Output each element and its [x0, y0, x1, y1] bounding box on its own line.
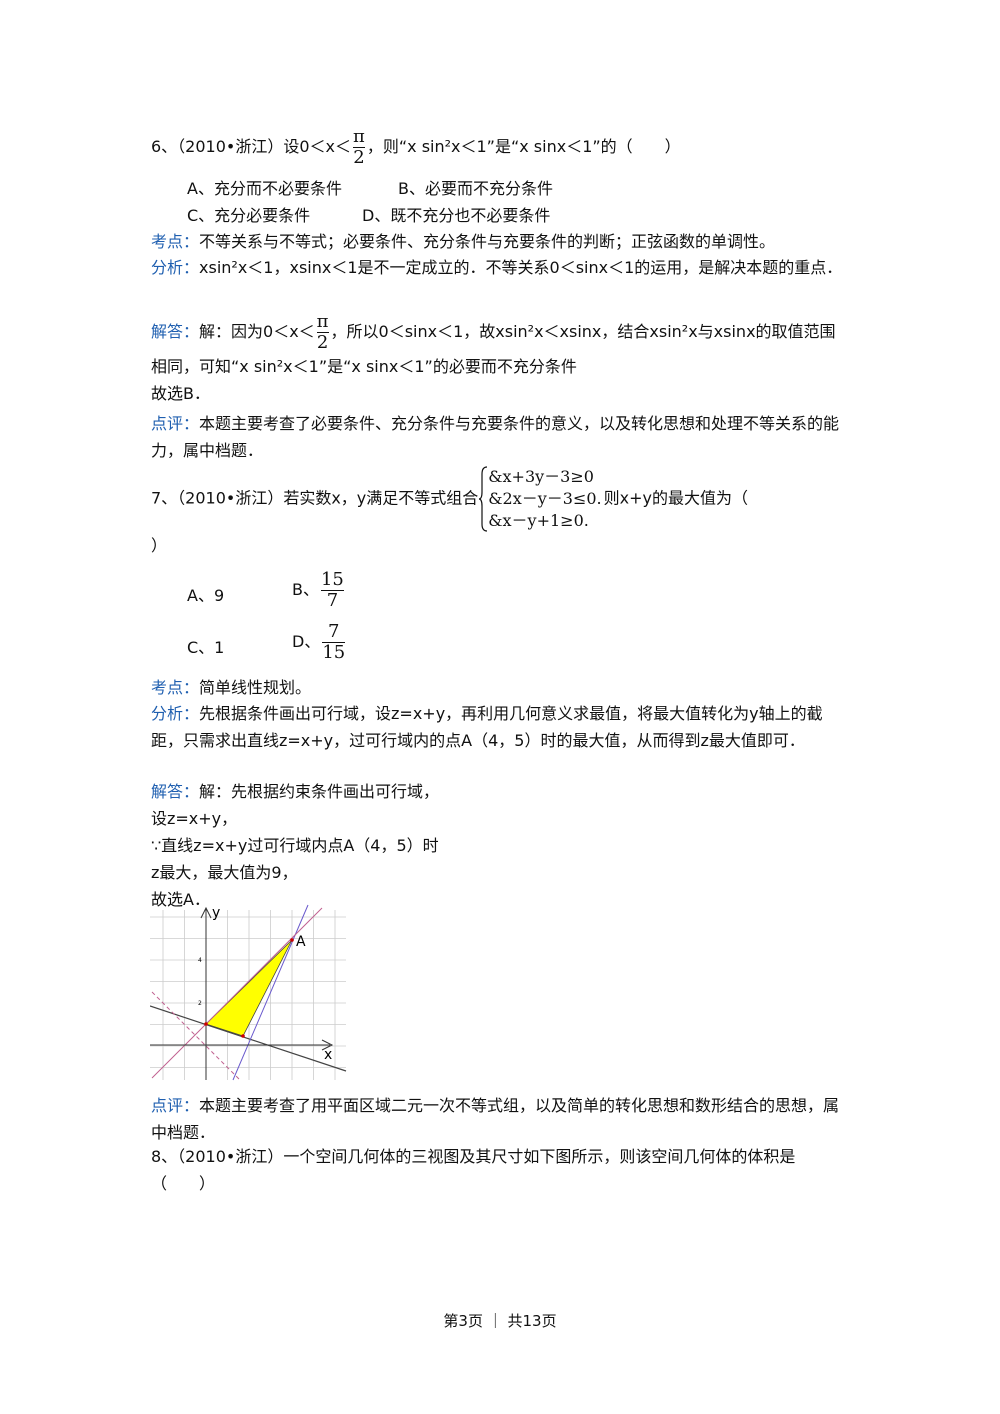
text: 本题主要考查了必要条件、充分条件与充要条件的意义，以及转化思想和处理不等关系的能… — [151, 414, 840, 460]
option: D、既不充分也不必要条件 — [362, 206, 551, 225]
q8-stem: 8、（2010•浙江）一个空间几何体的三视图及其尺寸如下图所示，则该空间几何体的… — [151, 1147, 796, 1193]
arrow — [321, 1039, 334, 1051]
text: 故选B． — [151, 384, 210, 403]
label: 解答： — [151, 322, 200, 341]
kaodian: 考点：简单线性规划。 — [151, 674, 849, 701]
figure: y x A 2 4 — [150, 904, 347, 1081]
text: 本题主要考查了用平面区域二元一次不等式组，以及简单的转化思想和数形结合的思想，属… — [151, 1096, 840, 1142]
text: 设z=x+y， — [151, 809, 238, 828]
point — [204, 1022, 208, 1026]
label: 分析： — [151, 258, 200, 277]
kaodian: 考点：不等关系与不等式；必要条件、充分条件与充要条件的判断；正弦函数的单调性。 — [151, 228, 849, 255]
jieda: 解答：解：因为0＜x＜ π 2 ，所以0＜sinx＜1，故xsin²x＜xsinx，结… — [151, 312, 849, 407]
denominator: 15 — [322, 642, 346, 663]
jieda: 解答：解：先根据约束条件画出可行域， 设z=x+y， ∵直线z=x+y过可行域内点A… — [151, 778, 849, 913]
inequality: &x－y+1≥0. — [488, 511, 589, 530]
label: D、 — [292, 632, 321, 651]
dianping: 点评：本题主要考查了必要条件、充分条件与充要条件的意义，以及转化思想和处理不等关… — [151, 410, 849, 464]
text: 先根据条件画出可行域，设z=x+y，再利用几何意义求最值，将最大值转化为y轴上的… — [151, 704, 823, 750]
footer: 第3页 ｜ 共13页 — [443, 1312, 557, 1330]
label: 分析： — [151, 704, 200, 723]
tick-label: 4 — [198, 957, 202, 964]
line — [151, 907, 323, 1079]
numerator: 7 — [328, 621, 340, 642]
text: 不等关系与不等式；必要条件、充分条件与充要条件的判断；正弦函数的单调性。 — [199, 232, 776, 251]
fraction: 15 7 — [320, 569, 344, 611]
label: 考点： — [151, 678, 200, 697]
line — [150, 1005, 347, 1072]
dianping: 点评：本题主要考查了用平面区域二元一次不等式组，以及简单的转化思想和数形结合的思… — [151, 1092, 849, 1146]
feasible-region — [205, 939, 293, 1037]
q7-stem: 7、（2010•浙江）若实数x，y满足不等式组合 &x+3y－3≥0 &2x－y－3… — [151, 466, 849, 559]
point — [290, 938, 294, 942]
fraction: 7 15 — [322, 621, 346, 663]
numerator: π — [353, 126, 365, 147]
point-label: A — [296, 934, 306, 950]
text: ∵直线z=x+y过可行域内点A（4，5）时 — [151, 836, 439, 855]
text: 6、（2010•浙江）设0＜x＜ — [151, 137, 351, 156]
text: ，则“x sin²x＜1”是“x sinx＜1”的（ ） — [366, 137, 681, 156]
inequality: &2x－y－3≤0. — [488, 489, 602, 508]
text: 7、（2010•浙江）若实数x，y满足不等式组合 — [151, 488, 479, 508]
option: A、充分而不必要条件 — [187, 179, 342, 198]
label: 点评： — [151, 414, 200, 433]
text: ，所以0＜sinx＜1，故xsin²x＜xsinx，结合xsin²x与xsinx… — [151, 322, 836, 376]
option: B、 15 7 — [292, 570, 346, 611]
denominator: 2 — [353, 147, 365, 168]
option: B、必要而不充分条件 — [398, 179, 553, 198]
numerator: π — [316, 311, 329, 332]
text: ） — [151, 536, 168, 555]
text: 解：先根据约束条件画出可行域， — [199, 782, 440, 801]
text: xsin²x＜1，xsinx＜1是不一定成立的．不等关系0＜sinx＜1的运用，… — [199, 258, 843, 277]
option: A、9 — [187, 586, 225, 605]
label: 考点： — [151, 232, 200, 251]
text: 解：因为0＜x＜ — [199, 322, 315, 341]
text: z最大，最大值为9， — [151, 863, 298, 882]
fenxi: 分析：xsin²x＜1，xsinx＜1是不一定成立的．不等关系0＜sinx＜1的… — [151, 254, 849, 281]
text: 故选A． — [151, 890, 210, 909]
option: D、 7 15 — [292, 622, 347, 663]
label: B、 — [292, 580, 319, 599]
option: C、1 — [187, 638, 225, 657]
denominator: 7 — [320, 590, 344, 611]
fenxi: 分析：先根据条件画出可行域，设z=x+y，再利用几何意义求最值，将最大值转化为y… — [151, 700, 849, 754]
q6-stem: 6、（2010•浙江）设0＜x＜ π 2 ，则“x sin²x＜1”是“x sinx＜… — [151, 127, 849, 168]
numerator: 15 — [320, 569, 344, 590]
tick-label: 2 — [198, 1000, 202, 1007]
text: 则x+y的最大值为（ — [603, 488, 748, 508]
denominator: 2 — [316, 332, 329, 353]
brace — [479, 466, 488, 532]
system: &x+3y－3≥0 &2x－y－3≤0. &x－y+1≥0. — [488, 466, 601, 532]
label: 点评： — [151, 1096, 200, 1115]
axis-label: x — [324, 1047, 332, 1063]
point — [241, 1034, 245, 1038]
text: 简单线性规划。 — [199, 678, 312, 697]
label: 解答： — [151, 782, 200, 801]
option: C、充分必要条件 — [187, 206, 311, 225]
arrow — [200, 906, 212, 919]
inequality: &x+3y－3≥0 — [488, 467, 594, 486]
axis-label: y — [212, 905, 220, 921]
